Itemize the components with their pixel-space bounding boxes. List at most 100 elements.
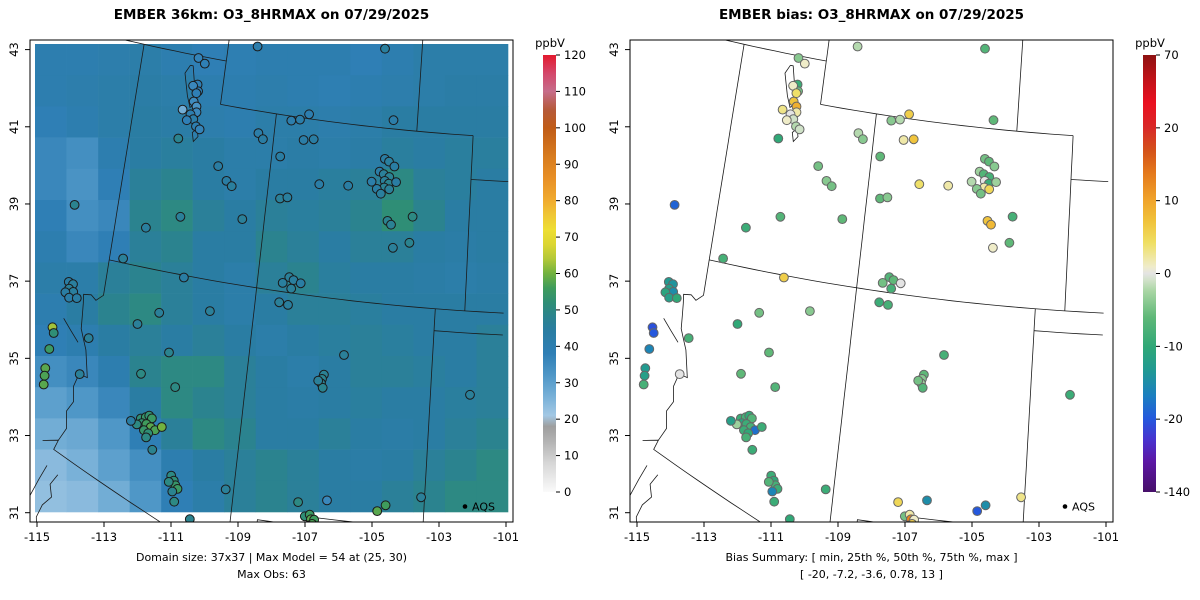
raster-cell xyxy=(413,324,446,357)
raster-cell xyxy=(476,293,509,326)
raster-cell xyxy=(476,324,509,357)
raster-cell xyxy=(350,75,383,107)
raster-cell xyxy=(255,231,288,263)
state-border-line xyxy=(856,113,877,288)
aqs-station-point xyxy=(304,109,315,120)
aqs-station-point xyxy=(308,134,319,145)
state-border-line xyxy=(464,135,474,311)
y-axis-tick-label: 35 xyxy=(7,351,21,366)
aqs-station-point xyxy=(169,496,180,507)
aqs-station-point xyxy=(391,177,402,188)
aqs-station-point xyxy=(747,444,758,455)
aqs-station-point xyxy=(298,135,309,145)
raster-cell xyxy=(476,137,509,170)
raster-cell xyxy=(98,200,130,232)
raster-cell xyxy=(129,324,162,357)
aqs-station-point xyxy=(283,300,293,310)
raster-cell xyxy=(350,387,383,419)
aqs-station-point xyxy=(980,500,991,511)
raster-cell xyxy=(350,231,383,263)
raster-cell xyxy=(287,418,320,450)
aqs-station-point xyxy=(639,370,650,381)
colorbar-tick-label: 10 xyxy=(564,449,579,463)
raster-cell xyxy=(35,106,67,138)
raster-cell xyxy=(98,262,130,294)
state-border-line xyxy=(642,439,877,522)
raster-cell xyxy=(476,387,509,419)
bias-axes: -115 -113 -111 -109 -107 -105 -103 -101 31 33 35 37… xyxy=(607,42,1119,544)
aqs-station-point xyxy=(777,104,788,115)
raster-cell xyxy=(129,356,162,388)
x-axis-tick-label: -101 xyxy=(1093,530,1119,544)
aqs-station-point xyxy=(683,333,694,344)
x-axis-tick-label: -105 xyxy=(359,530,385,544)
aqs-station-point xyxy=(756,422,767,432)
raster-cell xyxy=(66,137,99,170)
aqs-station-point xyxy=(671,293,682,304)
x-axis-tick-label: -101 xyxy=(493,530,519,544)
y-axis-tick-label: 41 xyxy=(607,119,621,134)
raster-cell xyxy=(255,200,288,232)
aqs-station-point xyxy=(226,181,237,192)
aqs-station-point xyxy=(283,12,292,21)
aqs-station-point xyxy=(194,124,205,135)
aqs-station-point xyxy=(380,500,391,511)
aqs-station-point xyxy=(895,114,905,125)
aqs-station-point xyxy=(1004,237,1015,248)
aqs-station-point xyxy=(886,283,897,294)
state-border-line xyxy=(220,40,230,105)
aqs-station-point xyxy=(989,161,1000,172)
raster-cell xyxy=(161,75,193,107)
raster-cell xyxy=(66,449,99,482)
raster-cell xyxy=(350,262,383,294)
x-axis-tick-label: -113 xyxy=(691,530,717,544)
raster-cell xyxy=(444,356,477,388)
aqs-station-point xyxy=(380,43,390,54)
aqs-station-point xyxy=(741,432,752,443)
aqs-station-point xyxy=(674,369,685,380)
colorbar-tick-label: 20 xyxy=(1164,121,1179,135)
state-border-line xyxy=(35,474,59,522)
aqs-legend-dot xyxy=(462,504,468,509)
raster-cell xyxy=(444,324,477,357)
aqs-station-point xyxy=(141,432,152,443)
raster-cell xyxy=(35,293,67,326)
state-border-line xyxy=(630,465,648,497)
raster-cell xyxy=(129,106,162,138)
raster-cell xyxy=(161,293,193,326)
raster-cell xyxy=(66,480,99,513)
raster-cell xyxy=(413,44,446,76)
bias-panel-title: EMBER bias: O3_8HRMAX on 07/29/2025 xyxy=(718,7,1025,23)
bias-aqs-legend: AQS xyxy=(1062,501,1095,514)
colorbar-gradient xyxy=(543,55,556,492)
state-border-line xyxy=(58,259,110,441)
aqs-station-point xyxy=(175,211,186,222)
y-axis-tick-label: 43 xyxy=(7,42,21,57)
aqs-station-point xyxy=(38,379,49,390)
y-axis-tick-label: 31 xyxy=(607,505,621,520)
aqs-station-point xyxy=(125,416,136,426)
bias-state-borders xyxy=(630,40,1109,522)
colorbar-tick-label: -20 xyxy=(1164,412,1183,426)
raster-cell xyxy=(161,168,193,201)
state-border-line xyxy=(63,318,79,343)
raster-cell xyxy=(66,387,99,419)
aqs-station-point xyxy=(886,115,897,126)
raster-cell xyxy=(318,262,351,294)
raster-cell xyxy=(287,44,320,76)
raster-cell xyxy=(287,200,320,232)
model-map-panel: EMBER 36km: O3_8HRMAX on 07/29/2025 AQS -… xyxy=(7,7,586,581)
aqs-station-point xyxy=(763,477,774,487)
raster-cell xyxy=(476,106,509,138)
aqs-station-point xyxy=(736,368,746,379)
raster-cell xyxy=(35,137,67,170)
raster-cell xyxy=(350,324,383,357)
aqs-station-point xyxy=(237,214,248,225)
x-axis-tick-label: -103 xyxy=(426,530,452,544)
bias-station-points xyxy=(638,41,1075,522)
raster-cell xyxy=(66,231,99,263)
aqs-station-point xyxy=(343,180,354,191)
aqs-station-point xyxy=(366,176,377,187)
state-border-line xyxy=(123,40,145,45)
colorbar-tick-label: -10 xyxy=(1164,339,1183,353)
